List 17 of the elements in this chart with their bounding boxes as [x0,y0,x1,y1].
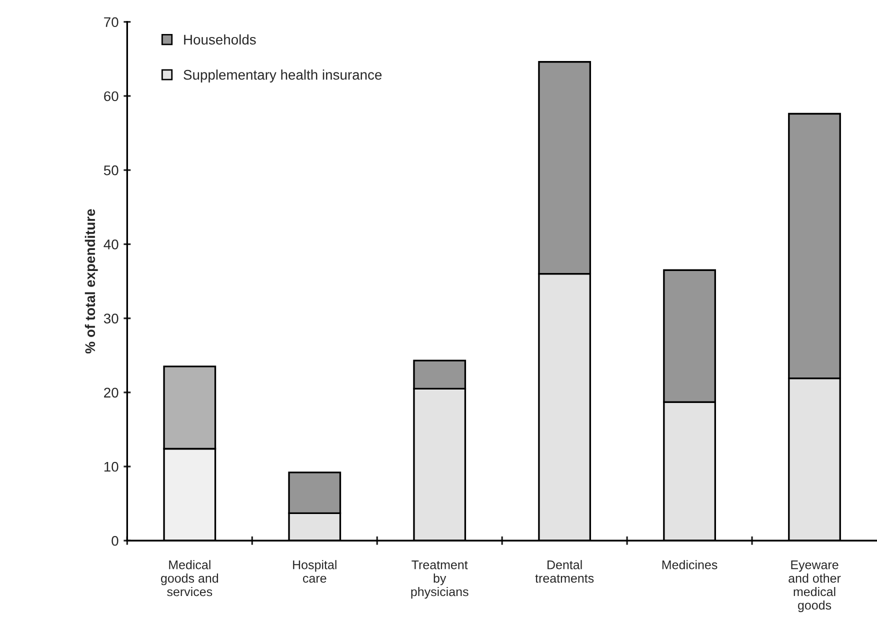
y-tick-label: 0 [112,536,118,546]
x-tick-label: Treatment by physicians [411,560,468,599]
x-tick-label: Medicines [662,560,718,570]
x-tick-label: Dental treatments [535,560,594,583]
y-tick-label: 50 [104,165,118,176]
legend-label: Supplementary health insurance [184,70,382,82]
x-tick-label: Hospital care [293,560,336,583]
y-tick-label: 60 [104,91,118,102]
y-tick-label: 20 [104,388,118,398]
y-tick-label: 70 [104,17,118,28]
legend-label: Households [184,34,256,45]
y-tick-label: 10 [104,462,118,472]
y-tick-label: 40 [104,240,118,250]
y-tick-label: 30 [104,314,118,324]
x-tick-label: Eyeware and other medical goods [788,560,841,612]
x-tick-label: Medical goods and services [160,560,218,596]
y-axis-title: % of total expenditure [84,209,98,354]
